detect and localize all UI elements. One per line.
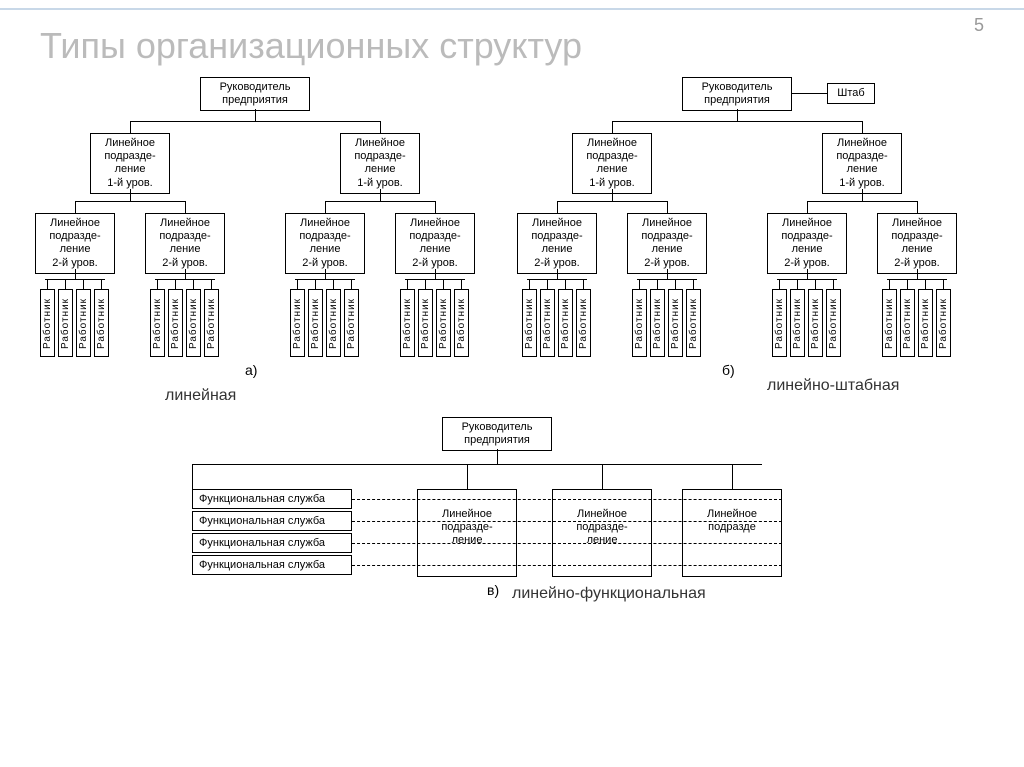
l2-box: Линейноеподразде-ление2-й уров. [395, 213, 475, 274]
functional-box: Функциональная служба [192, 555, 352, 575]
functional-box: Функциональная служба [192, 511, 352, 531]
l1-box: Линейноеподразде-ление1-й уров. [340, 133, 420, 194]
worker-box: Работник [400, 289, 415, 357]
l2-box: Линейноеподразде-ление2-й уров. [517, 213, 597, 274]
worker-box: Работник [418, 289, 433, 357]
worker-box: Работник [308, 289, 323, 357]
worker-box: Работник [290, 289, 305, 357]
l1-box: Линейноеподразде-ление1-й уров. [90, 133, 170, 194]
worker-box: Работник [186, 289, 201, 357]
worker-box: Работник [558, 289, 573, 357]
diagram-letter: в) [487, 582, 499, 598]
worker-box: Работник [522, 289, 537, 357]
worker-box: Работник [576, 289, 591, 357]
worker-box: Работник [344, 289, 359, 357]
linear-box: Линейноеподразде-ление [417, 489, 517, 577]
worker-box: Работник [168, 289, 183, 357]
l2-box: Линейноеподразде-ление2-й уров. [627, 213, 707, 274]
worker-box: Работник [540, 289, 555, 357]
worker-box: Работник [632, 289, 647, 357]
worker-box: Работник [436, 289, 451, 357]
diagram-caption: линейно-функциональная [512, 585, 706, 603]
diagram-caption: линейно-штабная [767, 377, 899, 395]
worker-box: Работник [936, 289, 951, 357]
worker-box: Работник [686, 289, 701, 357]
worker-box: Работник [668, 289, 683, 357]
header-divider [0, 8, 1024, 10]
worker-box: Работник [150, 289, 165, 357]
worker-box: Работник [76, 289, 91, 357]
l1-box: Линейноеподразде-ление1-й уров. [822, 133, 902, 194]
slide-header: 5 Типы организационных структур [0, 0, 1024, 77]
page-number: 5 [974, 15, 984, 36]
diagram-letter: б) [722, 362, 735, 378]
diagram-c: Руководительпредприятия Функциональная с… [162, 417, 862, 637]
l2-box: Линейноеподразде-ление2-й уров. [145, 213, 225, 274]
diagram-caption: линейная [165, 387, 236, 405]
root-box: Руководительпредприятия [442, 417, 552, 451]
l2-box: Линейноеподразде-ление2-й уров. [877, 213, 957, 274]
worker-box: Работник [808, 289, 823, 357]
l2-box: Линейноеподразде-ление2-й уров. [285, 213, 365, 274]
root-box: Руководительпредприятия [200, 77, 310, 111]
l2-box: Линейноеподразде-ление2-й уров. [767, 213, 847, 274]
diagram-letter: а) [245, 362, 257, 378]
linear-box: Линейноеподразде [682, 489, 782, 577]
l1-box: Линейноеподразде-ление1-й уров. [572, 133, 652, 194]
worker-box: Работник [58, 289, 73, 357]
root-box: Руководительпредприятия [682, 77, 792, 111]
worker-box: Работник [882, 289, 897, 357]
worker-box: Работник [826, 289, 841, 357]
worker-box: Работник [772, 289, 787, 357]
worker-box: Работник [790, 289, 805, 357]
worker-box: Работник [454, 289, 469, 357]
linear-box: Линейноеподразде-ление [552, 489, 652, 577]
staff-box: Штаб [827, 83, 875, 104]
worker-box: Работник [40, 289, 55, 357]
worker-box: Работник [326, 289, 341, 357]
functional-box: Функциональная служба [192, 533, 352, 553]
worker-box: Работник [204, 289, 219, 357]
worker-box: Работник [650, 289, 665, 357]
worker-box: Работник [918, 289, 933, 357]
functional-box: Функциональная служба [192, 489, 352, 509]
worker-box: Работник [94, 289, 109, 357]
l2-box: Линейноеподразде-ление2-й уров. [35, 213, 115, 274]
slide-title: Типы организационных структур [40, 25, 984, 67]
worker-box: Работник [900, 289, 915, 357]
